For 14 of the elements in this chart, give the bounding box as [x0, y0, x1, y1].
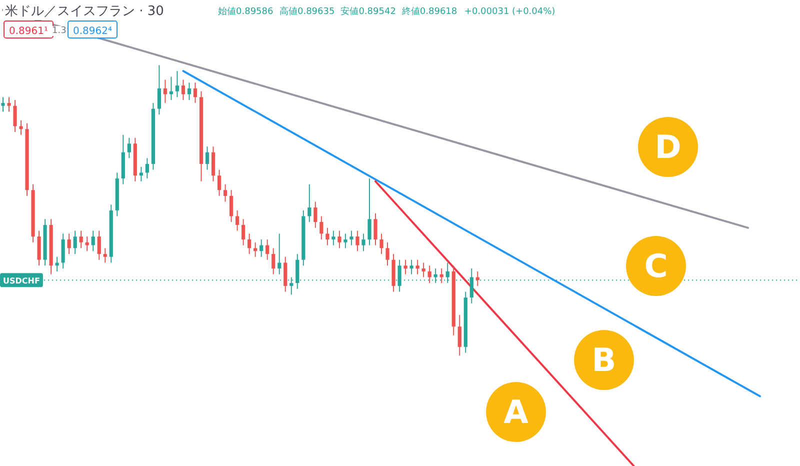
text: 高値0.89635	[279, 6, 335, 17]
text: 0.8961¹	[9, 26, 48, 37]
text: +0.00031 (+0.04%)	[464, 7, 556, 17]
annotation: B	[592, 341, 616, 379]
annotation: C	[644, 247, 668, 285]
text: 0.8962⁴	[73, 26, 112, 37]
text: A	[504, 393, 529, 431]
text: 1.3	[52, 26, 66, 36]
chart-title: 米ドル／スイスフラン · 30	[5, 4, 164, 19]
text: 始値0.89586	[218, 6, 274, 17]
text: 終値0.89618	[400, 6, 458, 17]
ref-line-label: USDCHF	[3, 276, 40, 286]
annotation: D	[654, 128, 682, 166]
text: 安値0.89542	[340, 6, 396, 17]
